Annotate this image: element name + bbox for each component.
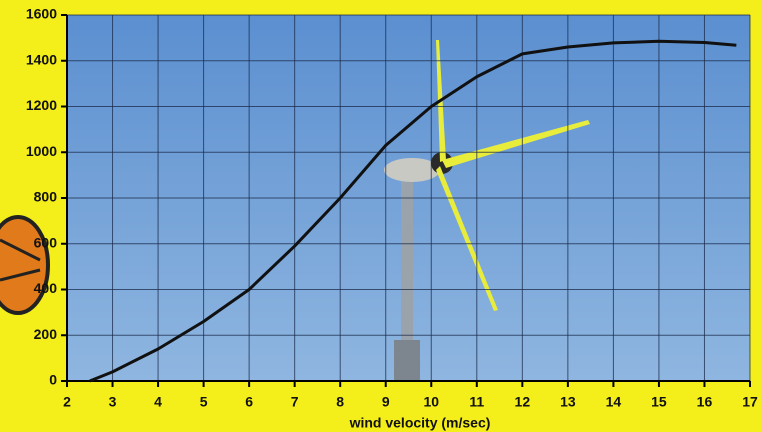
butterfly-photo	[0, 217, 48, 313]
y-tick-label: 200	[34, 326, 58, 342]
x-tick-label: 11	[469, 394, 484, 410]
x-tick-label: 17	[742, 394, 758, 410]
y-tick-label: 0	[49, 372, 57, 388]
x-tick-label: 9	[382, 394, 390, 410]
x-tick-label: 7	[291, 394, 299, 410]
x-tick-label: 16	[697, 394, 713, 410]
chart: wind velocity (m/sec) 0 200 400 600 800 1000 1…	[0, 0, 761, 432]
x-tick-label: 4	[154, 394, 162, 410]
y-tick-label: 400	[34, 280, 58, 296]
x-tick-label: 6	[245, 394, 253, 410]
x-tick-label: 14	[606, 394, 622, 410]
x-tick-label: 13	[560, 394, 576, 410]
y-tick-label: 1200	[26, 97, 57, 113]
x-tick-label: 12	[515, 394, 531, 410]
y-tick-label: 1000	[26, 143, 57, 159]
x-tick-label: 2	[63, 394, 71, 410]
x-tick-label: 3	[109, 394, 117, 410]
y-tick-label: 600	[34, 234, 58, 250]
y-tick-label: 1600	[26, 6, 57, 22]
x-tick-label: 15	[651, 394, 667, 410]
y-tick-label: 800	[34, 189, 58, 205]
x-tick-label: 8	[336, 394, 344, 410]
x-axis-label: wind velocity (m/sec)	[349, 415, 491, 431]
x-tick-label: 10	[423, 394, 439, 410]
x-tick-label: 5	[200, 394, 208, 410]
y-tick-label: 1400	[26, 51, 57, 67]
